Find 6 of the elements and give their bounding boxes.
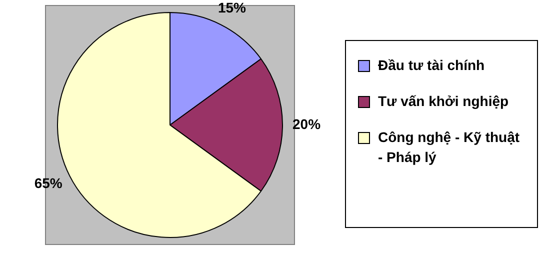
legend-label: Công nghệ - Kỹ thuật - Pháp lý	[378, 128, 521, 167]
legend-label: Tư vấn khởi nghiệp	[378, 92, 509, 111]
data-label: 20%	[292, 116, 322, 132]
data-label: 65%	[34, 175, 63, 192]
data-label: 15%	[218, 0, 247, 16]
legend-label: Đầu tư tài chính	[378, 56, 485, 75]
